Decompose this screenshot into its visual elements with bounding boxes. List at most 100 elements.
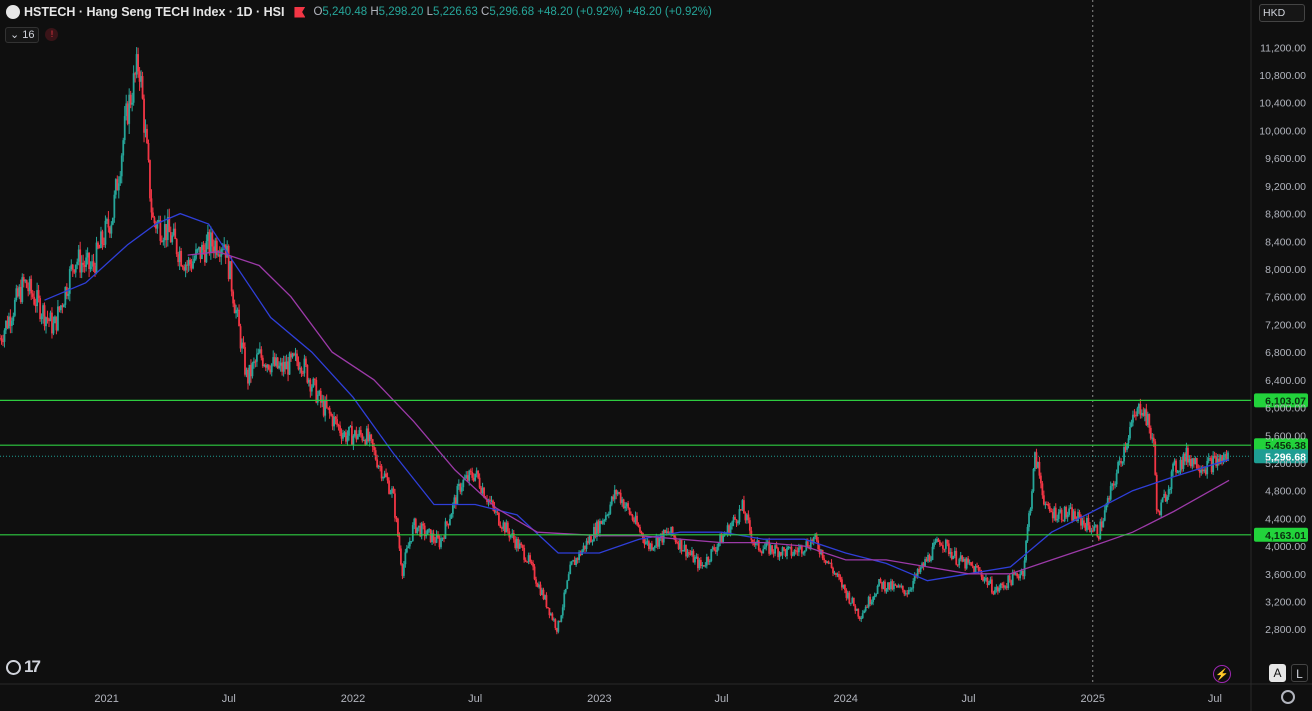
- candle-body: [1172, 463, 1174, 472]
- candle-body: [665, 531, 668, 534]
- candle-body: [230, 261, 233, 292]
- candle-body: [676, 542, 679, 544]
- candle-body: [380, 466, 383, 479]
- candle-body: [166, 216, 169, 241]
- candle-body: [547, 607, 549, 609]
- candle-body: [270, 363, 273, 373]
- candle-body: [361, 434, 364, 441]
- candle-body: [916, 568, 919, 577]
- y-tick-label: 3,200.00: [1265, 597, 1306, 609]
- candle-body: [1087, 517, 1090, 526]
- candle-body: [906, 593, 909, 595]
- candle-body: [423, 525, 426, 537]
- candle-body: [362, 439, 365, 441]
- candle-body: [708, 561, 711, 563]
- candle-body: [131, 102, 134, 105]
- candle-body: [783, 547, 785, 550]
- candle-body: [10, 320, 13, 327]
- candle-body: [413, 518, 416, 526]
- candle-body: [394, 493, 396, 518]
- candle-body: [257, 352, 260, 355]
- candle-body: [1105, 504, 1108, 511]
- candle-body: [744, 513, 747, 521]
- candle-body: [576, 558, 579, 560]
- candle-body: [548, 607, 551, 616]
- candle-body: [542, 589, 545, 600]
- candle-body: [416, 527, 419, 533]
- candle-body: [498, 512, 500, 526]
- candle-body: [162, 240, 165, 242]
- candle-body: [59, 305, 62, 311]
- flag-icon[interactable]: [294, 6, 306, 18]
- candle-body: [882, 581, 885, 589]
- candle-body: [616, 492, 619, 495]
- symbol-title[interactable]: HSTECH · Hang Seng TECH Index · 1D · HSI: [24, 5, 285, 19]
- candle-body: [313, 378, 316, 380]
- candle-body: [931, 546, 934, 561]
- candle-body: [1066, 514, 1069, 518]
- candle-body: [183, 267, 186, 271]
- candle-body: [1175, 460, 1177, 473]
- x-tick-label: Jul: [222, 693, 236, 705]
- candle-body: [451, 503, 454, 514]
- candle-body: [104, 220, 107, 245]
- candle-body: [296, 353, 298, 362]
- candle-body: [732, 517, 735, 523]
- candle-body: [814, 534, 817, 537]
- candle-body: [667, 531, 670, 534]
- candle-body: [633, 519, 635, 523]
- level-label: 5,456.38: [1265, 440, 1306, 452]
- candle-body: [1059, 509, 1062, 513]
- lightning-icon[interactable]: ⚡: [1213, 665, 1231, 683]
- candle-body: [848, 592, 851, 604]
- ohlc-readout: O5,240.48 H5,298.20 L5,226.63 C5,296.68 …: [313, 6, 711, 18]
- candle-body: [1140, 412, 1143, 416]
- candle-body: [628, 508, 631, 515]
- candle-body: [1209, 458, 1212, 460]
- candle-body: [575, 558, 578, 565]
- candle-body: [1025, 540, 1027, 561]
- candle-body: [867, 596, 870, 608]
- candle-body: [965, 558, 968, 569]
- y-tick-label: 11,200.00: [1260, 42, 1306, 54]
- candle-body: [924, 559, 926, 567]
- candle-body: [971, 565, 974, 567]
- candle-body: [0, 338, 1, 340]
- candle-body: [351, 426, 353, 445]
- candle-body: [342, 434, 344, 439]
- candle-body: [833, 572, 836, 574]
- candle-body: [1130, 422, 1133, 428]
- candle-body: [217, 254, 220, 256]
- candle-body: [45, 317, 47, 327]
- ma-slow-line[interactable]: [187, 251, 1230, 575]
- candle-body: [1002, 585, 1005, 588]
- candle-body: [590, 536, 592, 543]
- y-tick-label: 5,200.00: [1265, 458, 1306, 470]
- candle-body: [572, 559, 575, 562]
- gear-icon[interactable]: [1281, 690, 1295, 704]
- log-scale-button[interactable]: L: [1291, 664, 1308, 682]
- candle-body: [474, 473, 477, 481]
- candle-body: [974, 565, 977, 573]
- candle-body: [98, 247, 101, 249]
- candle-body: [97, 242, 99, 248]
- currency-selector[interactable]: HKD: [1259, 4, 1305, 22]
- low-value: 5,226.63: [433, 6, 478, 18]
- candle-body: [171, 235, 174, 243]
- candle-body: [968, 562, 971, 564]
- candle-body: [800, 545, 803, 554]
- tradingview-logo[interactable]: 17: [6, 656, 41, 678]
- ma-fast-line[interactable]: [44, 212, 1230, 582]
- candle-body: [284, 361, 286, 370]
- candle-body: [876, 585, 879, 594]
- auto-scale-button[interactable]: A: [1269, 664, 1286, 682]
- candle-body: [1102, 520, 1105, 528]
- candle-body: [1169, 488, 1171, 490]
- candle-body: [1189, 459, 1192, 467]
- candle-body: [1074, 511, 1076, 519]
- candle-body: [486, 499, 488, 503]
- indicator-toggle-button[interactable]: ⌄ 16: [5, 26, 40, 43]
- error-icon[interactable]: !: [45, 28, 59, 41]
- candle-body: [664, 530, 667, 534]
